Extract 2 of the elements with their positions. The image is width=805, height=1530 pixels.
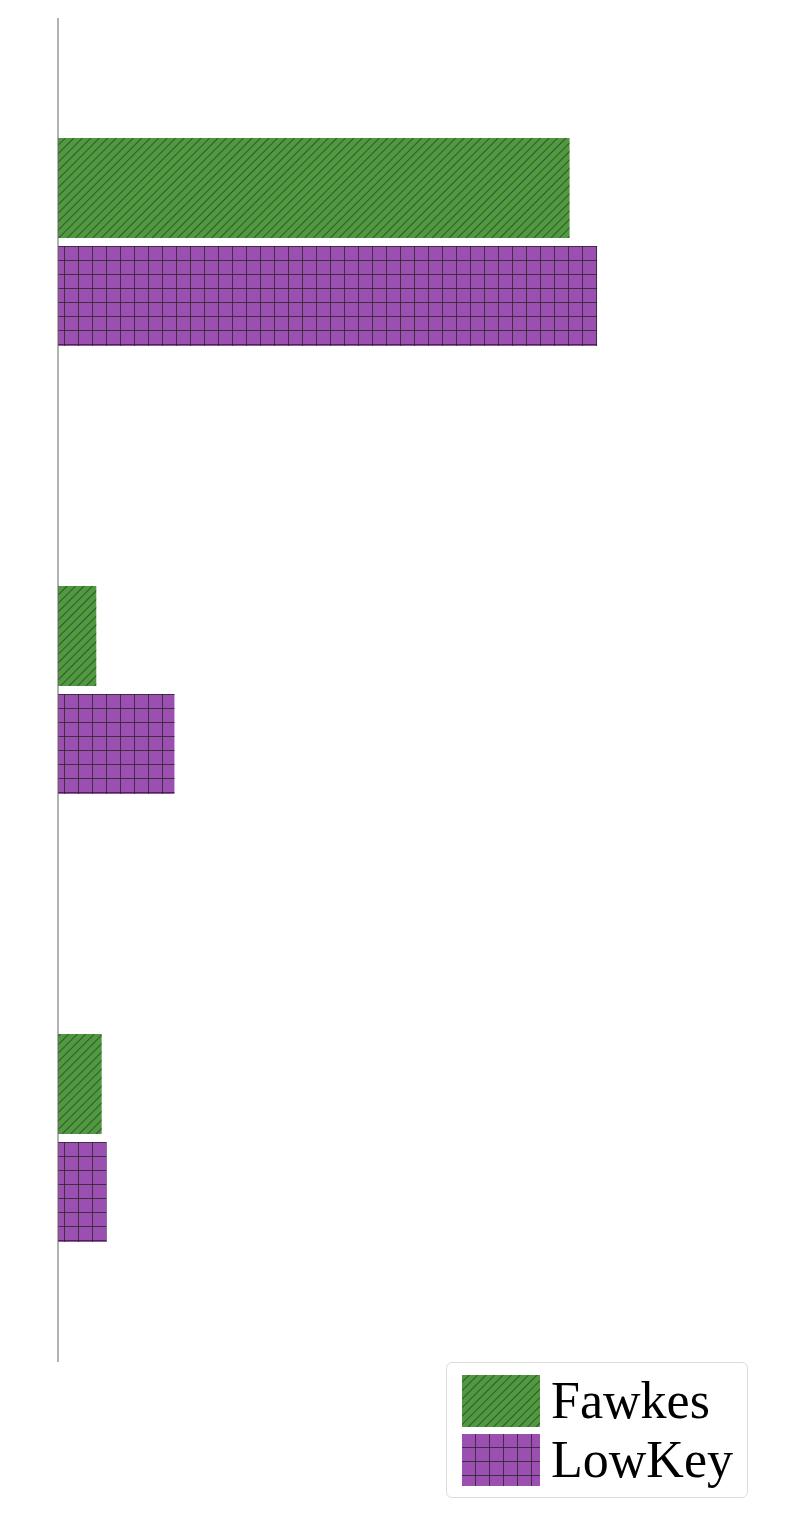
legend-label: Fawkes: [551, 1371, 710, 1430]
legend-label: LowKey: [551, 1430, 733, 1489]
